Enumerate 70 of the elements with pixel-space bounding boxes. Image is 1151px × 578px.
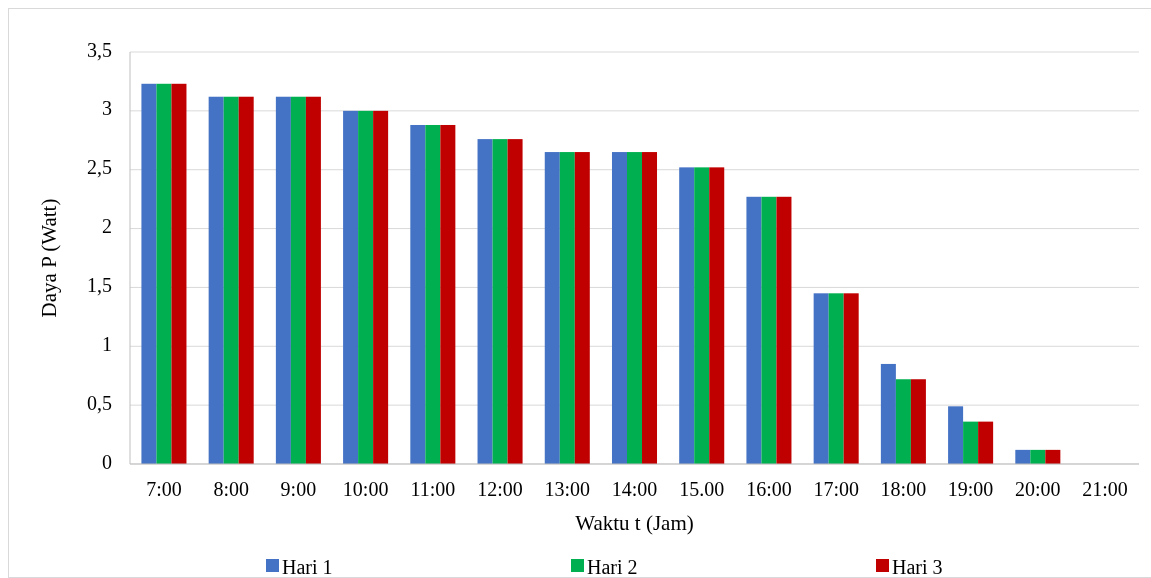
y-axis-title: Daya P (Watt) [37,198,61,318]
bar [410,124,426,464]
bar [948,406,964,464]
bar [1030,449,1046,464]
bar [507,139,523,464]
bar [373,110,389,464]
bar [626,152,643,464]
bar [880,363,896,464]
y-tick-label: 0 [102,450,112,473]
bar [238,96,254,464]
bar [492,139,508,464]
bar [275,96,291,464]
y-tick-label: 1,5 [87,274,112,297]
bar [141,83,157,464]
bar [171,83,187,464]
bar [544,152,560,464]
bar [843,293,859,464]
bar [895,379,911,464]
bar [574,152,590,464]
x-tick-label: 16:00 [746,478,792,500]
bar [440,124,456,464]
y-tick-label: 2,5 [87,156,112,179]
x-tick-label: 17:00 [813,478,859,500]
bar [776,196,792,464]
bar [694,167,710,464]
x-tick-label: 20:00 [1015,478,1061,500]
bar [559,152,575,464]
x-tick-label: 21:00 [1082,478,1128,500]
bar [305,96,321,464]
x-tick-label: 11:00 [410,478,456,500]
bar [477,139,493,464]
bar [746,196,762,464]
x-tick-label: 14:00 [611,478,658,500]
x-tick-label: 12:00 [477,478,523,500]
bar [642,152,658,464]
bar [679,167,695,464]
x-tick-label: 8:00 [213,478,249,500]
legend-label: Hari 2 [587,556,638,578]
x-tick-label: 19:00 [947,478,994,500]
bar [208,96,224,464]
bar [223,96,239,464]
x-tick-label: 18:00 [880,478,927,500]
legend-label: Hari 3 [892,556,943,578]
x-axis-title: Waktu t (Jam) [575,511,694,535]
bar [828,293,844,464]
bar [358,110,374,464]
bar [910,379,926,464]
bar [1045,449,1061,464]
y-tick-label: 3 [102,97,112,120]
bar [761,196,777,464]
x-tick-label: 13:00 [544,478,591,500]
bar [425,124,441,464]
bar [813,293,829,464]
bar [156,83,172,464]
y-tick-label: 1 [102,332,112,355]
bar [611,152,627,464]
bar [1015,449,1031,464]
y-tick-label: 2 [102,215,112,238]
bar [709,167,725,464]
legend-label: Hari 1 [282,556,333,578]
bar [978,421,994,464]
x-tick-label: 15.00 [679,478,725,500]
x-tick-label: 7:00 [146,478,182,500]
y-tick-label: 0,5 [87,391,112,414]
bar [963,421,979,464]
bar [343,110,359,464]
y-tick-label: 3,5 [87,38,112,61]
x-tick-label: 9:00 [280,478,317,500]
x-tick-label: 10:00 [342,478,389,500]
bar [290,96,306,464]
